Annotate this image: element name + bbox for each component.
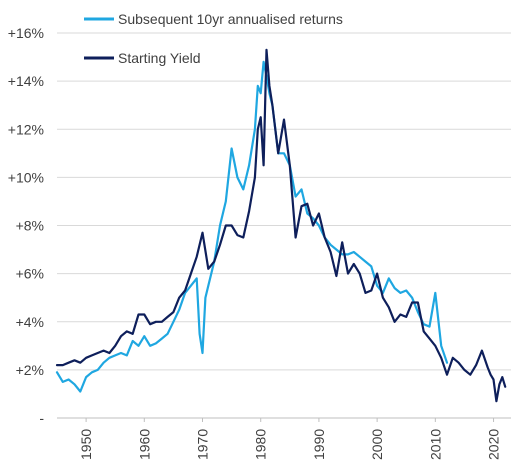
x-tick-label: 1960 [136, 429, 152, 460]
y-tick-label: +2% [16, 362, 44, 378]
legend-label: Subsequent 10yr annualised returns [118, 11, 343, 27]
y-tick-labels: - +2% +4% +6% +8% +10% +12% +14% +16% [8, 25, 45, 426]
y-tick-label: +6% [16, 266, 44, 282]
y-tick-label: - [39, 410, 44, 426]
x-tick-label: 1950 [78, 429, 94, 460]
x-tick-labels: 1950 1960 1970 1980 1990 2000 2010 2020 [78, 429, 501, 460]
x-tick-label: 2020 [486, 429, 502, 460]
y-tick-label: +4% [16, 314, 44, 330]
y-tick-label: +8% [16, 218, 44, 234]
y-tick-label: +10% [8, 169, 44, 185]
axes [57, 417, 511, 422]
y-tick-label: +12% [8, 121, 44, 137]
x-tick-label: 2000 [369, 429, 385, 460]
x-tick-label: 1990 [311, 429, 327, 460]
y-tick-label: +14% [8, 73, 44, 89]
series-lines [55, 48, 507, 403]
x-tick-label: 2010 [427, 429, 443, 460]
x-tick-label: 1980 [253, 429, 269, 460]
legend: Subsequent 10yr annualised returns Starti… [84, 11, 343, 66]
gridlines [57, 32, 511, 371]
series-line-starting-yield [55, 48, 507, 403]
legend-label: Starting Yield [118, 50, 201, 66]
series-line-subsequent-returns [55, 60, 449, 393]
y-tick-label: +16% [8, 25, 44, 41]
x-tick-label: 1970 [195, 429, 211, 460]
